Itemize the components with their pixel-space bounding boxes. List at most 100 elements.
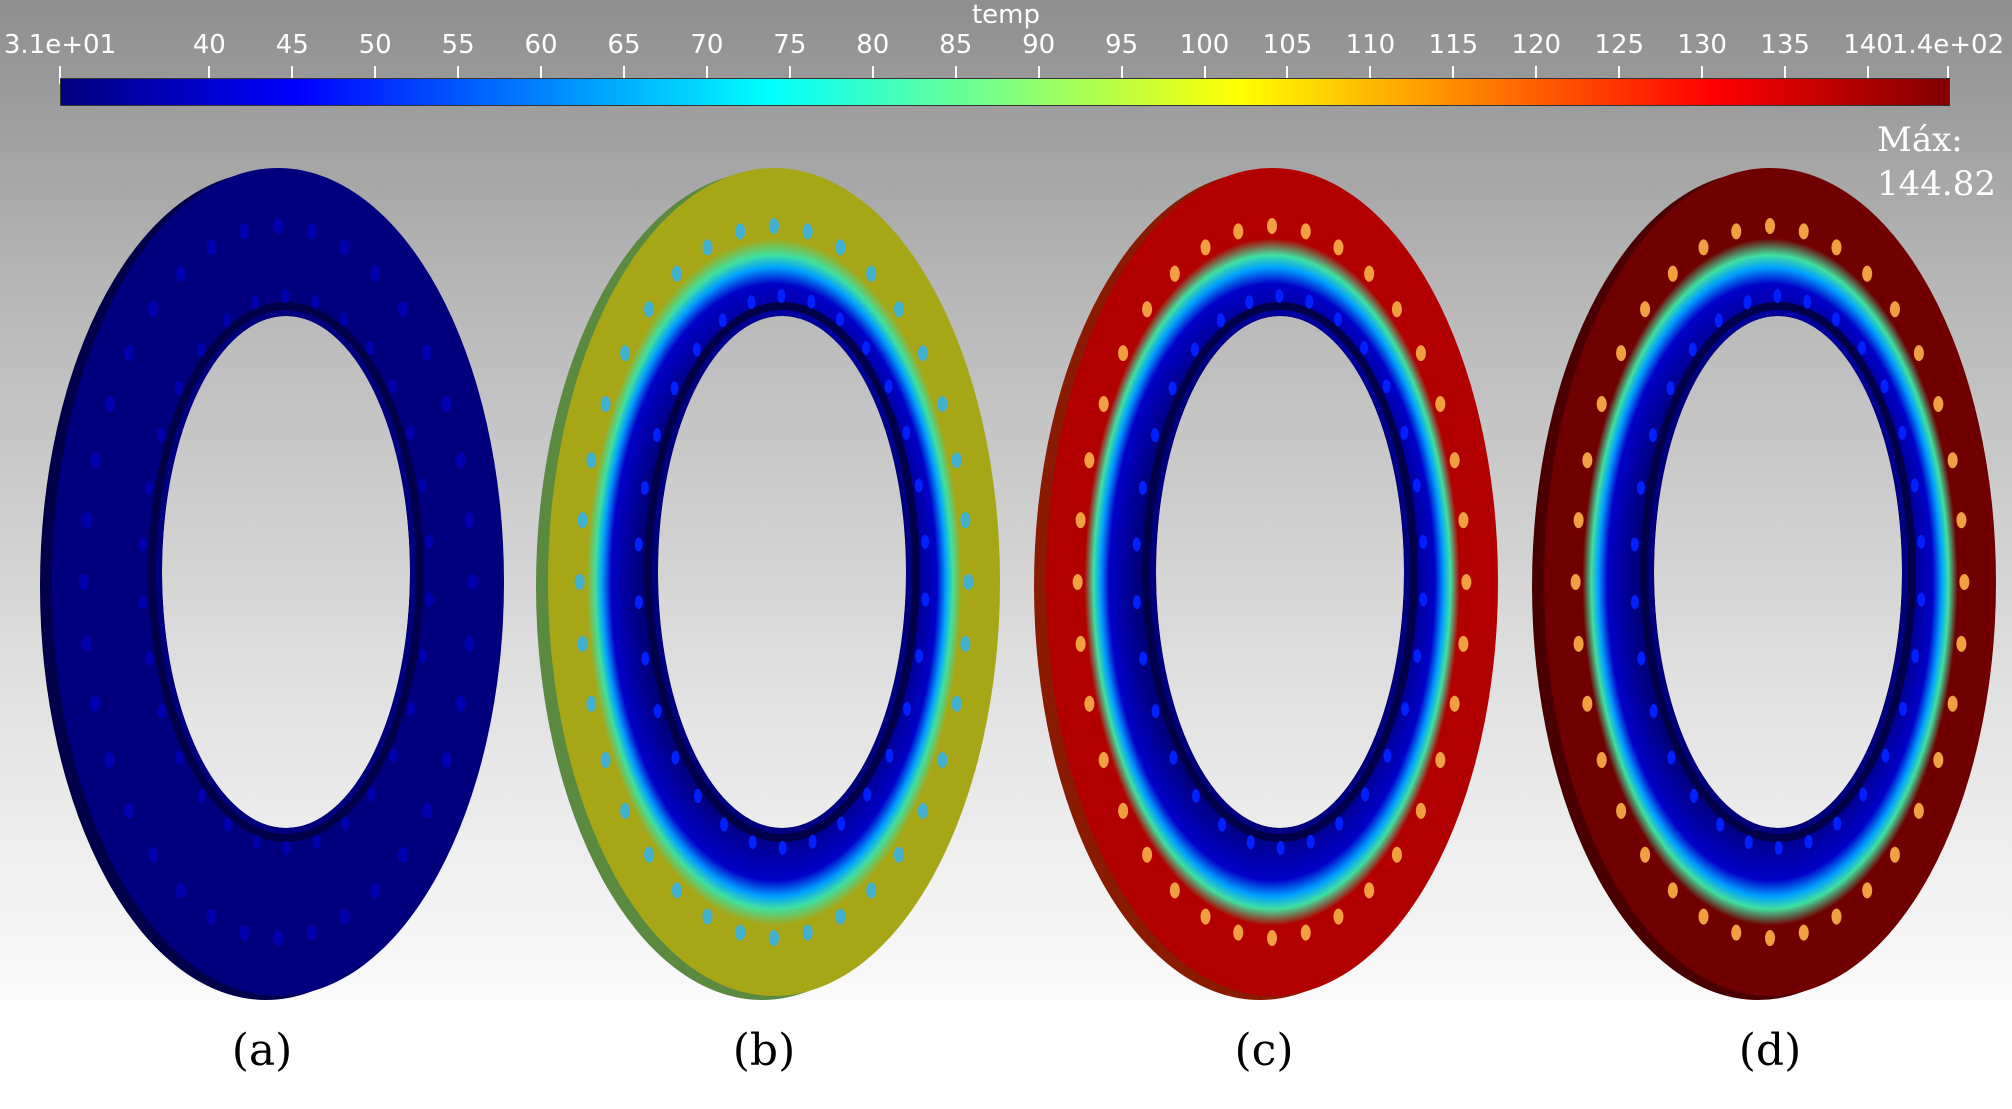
inner-hole: [339, 312, 348, 327]
cooling-hole: [644, 846, 655, 863]
inner-hole: [1306, 834, 1315, 849]
cooling-hole: [1596, 395, 1607, 412]
cooling-hole: [441, 395, 452, 412]
inner-hole: [1412, 478, 1421, 493]
inner-hole: [837, 816, 846, 831]
tick-min-mark: [59, 66, 61, 84]
inner-hole: [1636, 480, 1645, 495]
inner-hole: [921, 534, 930, 549]
cooling-hole: [1118, 802, 1129, 819]
inner-rim: [1640, 302, 1916, 842]
inner-hole: [778, 840, 787, 855]
cooling-hole: [644, 301, 655, 318]
cooling-hole: [124, 802, 135, 819]
cooling-hole: [951, 695, 962, 712]
tick-max-mark: [1947, 66, 1949, 84]
tick-80-mark: [871, 66, 874, 84]
inner-hole: [777, 289, 786, 304]
inner-hole: [281, 289, 290, 304]
cooling-hole: [370, 265, 381, 282]
tick-125: 125: [1594, 30, 1645, 60]
inner-hole: [1688, 342, 1697, 357]
inner-hole: [1774, 840, 1783, 855]
cooling-hole: [1200, 239, 1211, 256]
cooling-hole: [1573, 635, 1584, 652]
cooling-hole: [702, 239, 713, 256]
cooling-hole: [1798, 924, 1809, 941]
inner-hole: [138, 537, 147, 552]
inner-hole: [652, 428, 661, 443]
cooling-hole: [1582, 695, 1593, 712]
cooling-hole: [960, 635, 971, 652]
cooling-hole: [1267, 217, 1277, 234]
cooling-hole: [1956, 512, 1967, 529]
inner-rim: [1142, 302, 1418, 842]
inner-hole: [1898, 425, 1907, 440]
tick-100: 100: [1179, 30, 1230, 60]
inner-hole: [1743, 295, 1752, 310]
tick-40: 40: [192, 30, 226, 60]
cooling-hole: [306, 924, 317, 941]
inner-hole: [252, 835, 261, 850]
tick-110: 110: [1345, 30, 1396, 60]
cooling-hole: [1933, 752, 1944, 769]
cooling-hole: [835, 239, 846, 256]
inner-hole: [808, 834, 817, 849]
cooling-hole: [1573, 512, 1584, 529]
inner-hole: [863, 787, 872, 802]
inner-hole: [634, 537, 643, 552]
cooling-hole: [1098, 752, 1109, 769]
disc-c: [1034, 168, 1498, 1000]
tick-50-mark: [374, 66, 377, 84]
cooling-hole: [1959, 574, 1970, 590]
cooling-hole: [574, 574, 585, 590]
tick-55-mark: [457, 66, 460, 84]
cooling-hole: [600, 752, 611, 769]
tick-85-mark: [954, 66, 957, 84]
cooling-hole: [370, 882, 381, 899]
inner-hole: [1858, 340, 1867, 355]
cooling-hole: [206, 239, 217, 256]
cooling-hole: [1640, 846, 1651, 863]
inner-hole: [720, 817, 729, 832]
inner-hole: [1139, 651, 1148, 666]
cooling-hole: [963, 574, 974, 590]
inner-hole: [1744, 835, 1753, 850]
cooling-hole: [1169, 882, 1180, 899]
inner-hole: [671, 750, 680, 765]
inner-hole: [1637, 651, 1646, 666]
cooling-hole: [1698, 908, 1709, 925]
max-label: Máx:: [1877, 120, 1963, 160]
inner-hole: [1382, 379, 1391, 394]
cooling-hole: [1765, 930, 1775, 947]
inner-hole: [915, 649, 924, 664]
cooling-hole: [866, 265, 877, 282]
cooling-hole: [1889, 846, 1900, 863]
inner-hole: [1246, 835, 1255, 850]
cooling-hole: [124, 345, 135, 362]
inner-hole: [1132, 595, 1141, 610]
tick-40-mark: [208, 66, 211, 84]
tick-130: 130: [1677, 30, 1727, 60]
tick-50: 50: [358, 30, 392, 60]
inner-hole: [1333, 312, 1342, 327]
inner-hole: [1773, 289, 1782, 304]
cooling-hole: [397, 301, 408, 318]
cooling-hole: [1075, 512, 1086, 529]
inner-hole: [1401, 701, 1410, 716]
tick-115: 115: [1428, 30, 1479, 60]
inner-hole: [1138, 480, 1147, 495]
inner-hole: [1335, 816, 1344, 831]
cooling-hole: [1267, 930, 1277, 947]
tick-140: 140: [1843, 30, 1893, 60]
inner-hole: [366, 340, 375, 355]
max-value: 144.82: [1877, 164, 1996, 204]
cooling-hole: [273, 217, 283, 234]
inner-hole: [1132, 537, 1141, 552]
cooling-hole: [1798, 223, 1809, 240]
cooling-hole: [1233, 223, 1244, 240]
cooling-hole: [148, 846, 159, 863]
inner-hole: [693, 789, 702, 804]
inner-hole: [1360, 340, 1369, 355]
inner-hole: [634, 595, 643, 610]
